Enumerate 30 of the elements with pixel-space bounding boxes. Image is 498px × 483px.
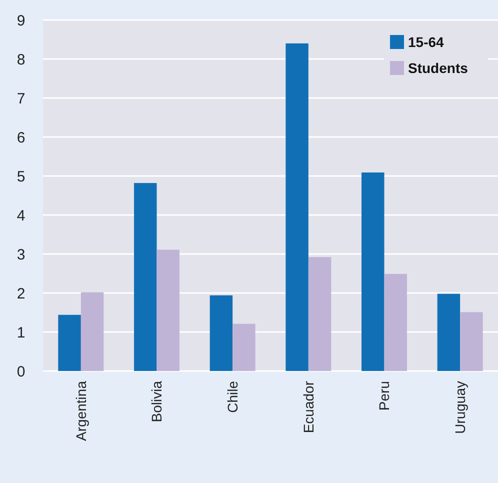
x-tick-label: Bolivia (148, 380, 165, 422)
bar (362, 172, 384, 371)
y-tick-label: 4 (16, 207, 26, 224)
bar (286, 43, 308, 371)
bar (80, 292, 104, 371)
y-tick-label: 0 (16, 363, 26, 380)
y-tick-label: 2 (16, 285, 26, 302)
x-tick-label: Chile (224, 380, 240, 413)
y-tick-label: 3 (16, 246, 26, 264)
bar (437, 294, 460, 371)
bar (384, 274, 407, 371)
bar (460, 312, 483, 371)
y-tick-label: 6 (16, 129, 26, 146)
x-tick-label: Uruguay (452, 381, 468, 434)
y-tick-label: 7 (16, 90, 26, 108)
legend-label: Students (408, 60, 468, 76)
x-tick-label: Ecuador (300, 380, 316, 434)
bar (232, 324, 256, 371)
y-tick-label: 9 (16, 12, 26, 30)
x-tick-label: Argentina (72, 380, 89, 441)
bar (58, 314, 81, 371)
y-tick-label: 8 (16, 51, 26, 68)
x-tick-label: Peru (376, 381, 392, 411)
bar (210, 295, 233, 371)
bar (134, 183, 157, 371)
bar (156, 250, 180, 371)
y-tick-label: 5 (16, 168, 26, 186)
legend-label: 15-64 (408, 34, 444, 50)
bar (308, 257, 332, 371)
y-tick-label: 1 (16, 324, 26, 342)
